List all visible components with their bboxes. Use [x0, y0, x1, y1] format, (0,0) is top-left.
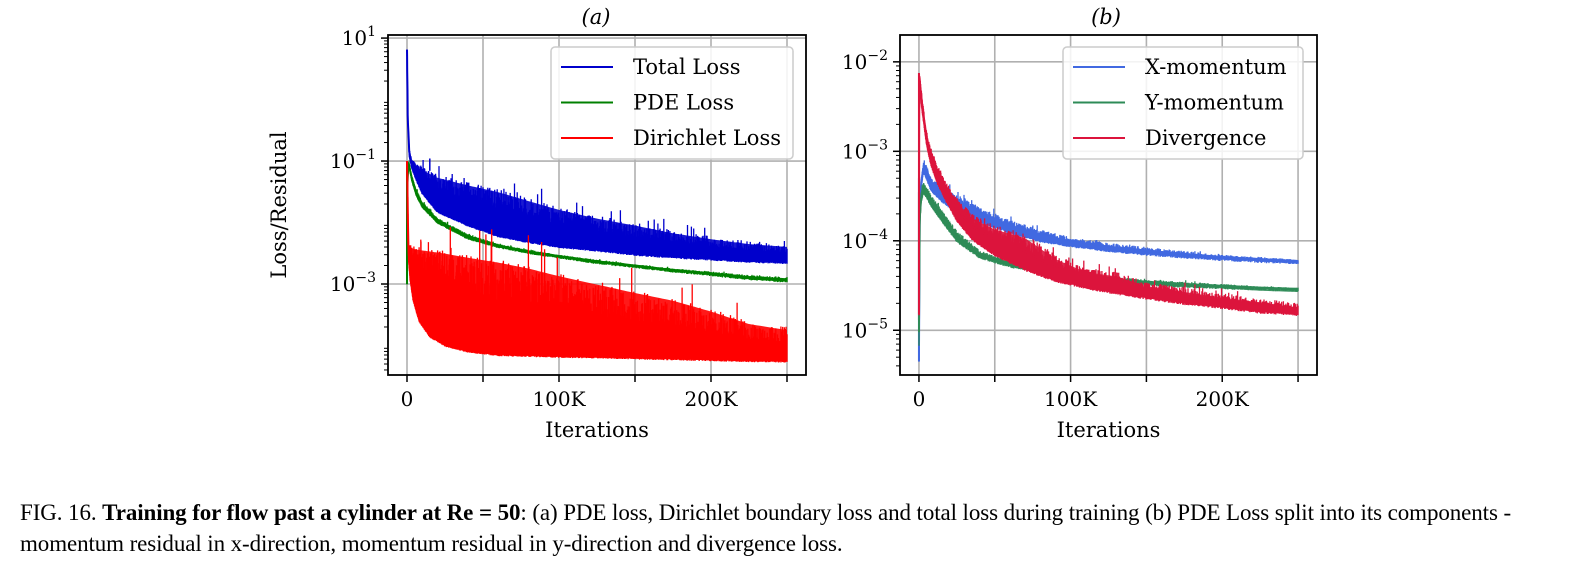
series-fill [919, 167, 1298, 366]
legend-label: PDE Loss [633, 91, 734, 115]
legend-label: Divergence [1145, 126, 1266, 150]
x-axis-label: Iterations [545, 418, 649, 442]
chart-title: (b) [1091, 5, 1121, 29]
legend-box [550, 46, 794, 160]
legend-label: Y-momentum [1144, 91, 1284, 115]
series-divergence [917, 73, 1299, 319]
y-tick-label: 10−4 [842, 227, 888, 253]
series-dirichlet-loss [406, 160, 788, 363]
y-axis: 101 10−1 10−3 Loss/Residual [267, 24, 388, 371]
chart-b: (b) 0 100K 200K Iterations 10−2 10−3 10−4 10−5 X-… [842, 5, 1318, 442]
y-tick-label: 10−1 [330, 147, 376, 173]
series-pde-loss [406, 159, 788, 288]
legend-label: X-momentum [1145, 55, 1287, 79]
series-fill [407, 161, 787, 362]
axes-frame [899, 34, 1318, 376]
legend-label: Dirichlet Loss [633, 126, 781, 150]
chart-title: (a) [582, 5, 611, 29]
x-tick-label: 0 [913, 387, 926, 411]
legend-item: Total Loss [561, 55, 741, 79]
y-tick-label: 10−5 [842, 316, 888, 342]
y-tick-label: 10−2 [842, 48, 888, 74]
figure-label: FIG. 16. [20, 500, 97, 525]
x-tick-label: 100K [1044, 387, 1098, 411]
x-axis: 0 100K 200K Iterations [401, 375, 788, 442]
series-total-loss [406, 49, 788, 264]
plot-area [917, 73, 1299, 366]
legend-item: PDE Loss [561, 91, 734, 115]
series-fill [919, 78, 1298, 319]
y-axis: 10−2 10−3 10−4 10−5 [842, 48, 900, 367]
chart-a: (a) 0 100K 200K Iterations 101 10−1 10−3 Loss/Re… [267, 5, 807, 442]
x-axis-label: Iterations [1057, 418, 1161, 442]
y-tick-label: 10−3 [842, 137, 888, 163]
figure-caption: FIG. 16. Training for flow past a cylind… [20, 497, 1570, 559]
axes-frame [387, 34, 807, 376]
legend-label: Total Loss [633, 55, 741, 79]
legend-item: Dirichlet Loss [561, 126, 781, 150]
caption-text: : (a) PDE loss, Dirichlet boundary loss … [20, 500, 1511, 556]
legend-item: X-momentum [1073, 55, 1287, 79]
y-axis-label: Loss/Residual [267, 131, 291, 278]
series-fill [407, 49, 787, 263]
series-fill [407, 165, 787, 288]
series-line [406, 159, 788, 285]
legend: Total Loss PDE Loss Dirichlet Loss [550, 46, 794, 160]
x-tick-label: 100K [532, 387, 586, 411]
legend-item: Divergence [1073, 126, 1266, 150]
legend-box [1062, 46, 1304, 160]
y-tick-label: 10−3 [330, 270, 376, 296]
series-band [918, 160, 1299, 362]
figure: (a) 0 100K 200K Iterations 101 10−1 10−3 Loss/Re… [267, 5, 1318, 442]
x-tick-label: 0 [401, 387, 414, 411]
x-tick-label: 200K [1196, 387, 1250, 411]
series-line [918, 164, 1299, 362]
x-tick-label: 200K [684, 387, 738, 411]
legend-item: Y-momentum [1073, 91, 1284, 115]
caption-bold: Training for flow past a cylinder at Re … [102, 500, 521, 525]
legend: X-momentum Y-momentum Divergence [1062, 46, 1304, 160]
series-x-momentum [917, 160, 1299, 366]
y-tick-label: 101 [342, 24, 376, 50]
x-axis: 0 100K 200K Iterations [913, 375, 1299, 442]
plot-area [406, 49, 788, 363]
